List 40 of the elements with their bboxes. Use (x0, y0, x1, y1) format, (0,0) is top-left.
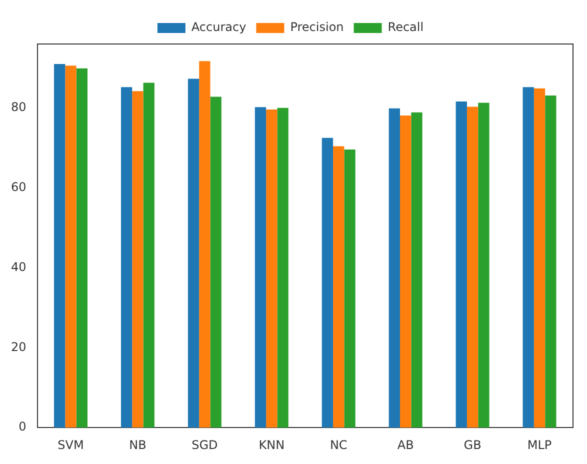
x-tick-label: NB (129, 438, 146, 452)
legend-label: Accuracy (191, 20, 246, 34)
bar (120, 87, 132, 428)
bar (254, 107, 266, 428)
x-tick-label: GB (464, 438, 482, 452)
bar (466, 106, 478, 428)
y-tick-label: 80 (10, 100, 26, 114)
bar (344, 149, 356, 428)
bar (388, 108, 400, 428)
bar (188, 78, 200, 428)
x-tick-label: MLP (527, 438, 552, 452)
bar (132, 91, 144, 428)
x-tick-label: AB (397, 438, 414, 452)
bar (199, 61, 210, 428)
bar (322, 138, 334, 428)
bar (54, 64, 66, 428)
x-tick-label: NC (330, 438, 348, 452)
bar (266, 110, 278, 428)
bar (143, 82, 154, 428)
bar (277, 108, 288, 428)
bar (76, 68, 88, 428)
y-tick-label: 20 (10, 340, 26, 354)
y-tick-label: 0 (18, 420, 26, 434)
bar (534, 88, 546, 428)
bar (456, 102, 467, 428)
x-tick-label: SGD (192, 438, 218, 452)
bar (400, 116, 412, 428)
bar (333, 146, 344, 428)
x-tick-label: KNN (258, 438, 285, 452)
y-tick-label: 40 (10, 260, 26, 274)
bar (210, 96, 222, 428)
bar (522, 87, 534, 428)
legend-label: Recall (388, 20, 424, 34)
x-tick-label: SVM (58, 438, 84, 452)
bar (65, 66, 76, 428)
legend-label: Precision (290, 20, 344, 34)
bar (411, 112, 422, 428)
y-tick-label: 60 (10, 180, 26, 194)
bar (545, 96, 556, 428)
bar (478, 102, 490, 428)
